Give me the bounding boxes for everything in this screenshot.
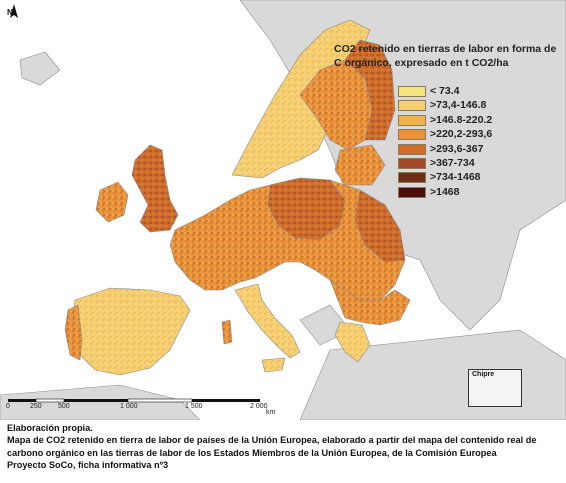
legend-label: >734-1468 xyxy=(430,171,481,184)
scale-unit: km xyxy=(266,409,276,416)
caption: Elaboración propia. Mapa de CO2 retenido… xyxy=(7,422,559,472)
scale-label-1000: 1 000 xyxy=(120,403,138,410)
map-panel: N CO2 retenido en tierras de labor en fo… xyxy=(0,0,566,420)
italy xyxy=(221,283,301,373)
europe-map xyxy=(0,0,566,420)
legend-label: >146.8-220.2 xyxy=(430,113,493,126)
scandinavia-region xyxy=(231,19,396,179)
north-label: N xyxy=(7,8,13,17)
legend-swatch xyxy=(398,114,426,126)
caption-line-1: Elaboración propia. xyxy=(7,423,93,433)
british-isles xyxy=(95,144,179,233)
caption-line-2: Mapa de CO2 retenido en tierra de labor … xyxy=(7,435,537,446)
caption-line-4: Proyecto SoCo, ficha informativa nº3 xyxy=(7,460,169,471)
legend-title: CO2 retenido en tierras de labor en form… xyxy=(334,42,557,70)
iberian-peninsula xyxy=(64,287,191,376)
scale-label-0: 0 xyxy=(6,403,10,410)
legend-label: < 73.4 xyxy=(430,85,460,97)
legend-swatch xyxy=(398,86,426,97)
legend-swatch xyxy=(398,172,426,184)
continental-europe xyxy=(169,177,406,301)
scale-label-250: 250 xyxy=(30,403,42,410)
legend-swatch xyxy=(398,143,426,155)
scale-label-500: 500 xyxy=(58,403,70,410)
legend-label: >367-734 xyxy=(430,156,475,169)
legend-label: >73,4-146.8 xyxy=(430,99,487,112)
legend-swatch xyxy=(398,129,426,141)
legend-title-line-2: C orgánico, expresado en t CO2/ha xyxy=(334,57,509,69)
southeast-europe xyxy=(329,279,411,363)
legend-title-line-1: CO2 retenido en tierras de labor en form… xyxy=(334,43,557,55)
cyprus-inset: Chipre xyxy=(468,369,522,407)
legend-label: >1468 xyxy=(430,185,460,198)
scale-label-1500: 1 500 xyxy=(185,403,203,410)
baltic-region xyxy=(334,144,386,186)
scale-label-2000: 2 000 xyxy=(250,403,268,410)
legend-swatch xyxy=(398,100,426,112)
legend-label: >293,6-367 xyxy=(430,142,484,155)
legend-swatch xyxy=(398,186,426,198)
legend-label: >220,2-293,6 xyxy=(430,128,493,141)
cyprus-label: Chipre xyxy=(472,371,495,378)
scale-bar xyxy=(8,398,260,403)
legend-swatch xyxy=(398,157,426,169)
caption-line-3: carbono orgánico en las tierras de labor… xyxy=(7,447,497,458)
north-arrow-icon xyxy=(10,4,18,18)
